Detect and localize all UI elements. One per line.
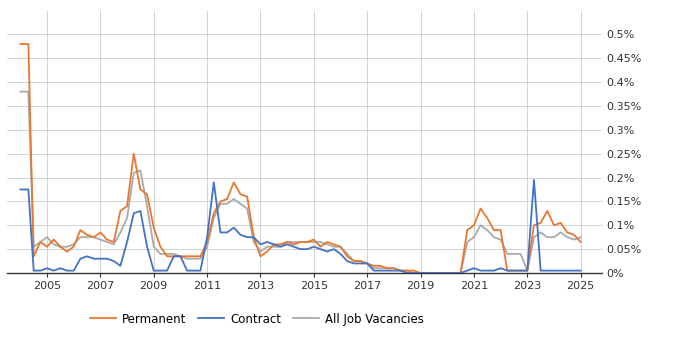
Contract (209, 180, 218, 184)
Permanent (209, 211, 218, 216)
Permanent (109, 240, 118, 244)
Contract (16, 187, 25, 191)
Contract (190, 268, 198, 273)
Permanent (190, 254, 198, 258)
All Job Vacancies (550, 235, 558, 239)
All Job Vacancies (190, 257, 198, 261)
All Job Vacancies (16, 90, 25, 94)
Line: Permanent: Permanent (20, 44, 581, 273)
All Job Vacancies (183, 257, 191, 261)
Contract (296, 247, 304, 251)
Permanent (416, 271, 425, 275)
All Job Vacancies (577, 235, 585, 239)
Line: All Job Vacancies: All Job Vacancies (20, 92, 581, 273)
Contract (556, 268, 565, 273)
Contract (109, 259, 118, 263)
Contract (403, 271, 412, 275)
Contract (577, 268, 585, 273)
All Job Vacancies (296, 240, 304, 244)
Permanent (577, 240, 585, 244)
All Job Vacancies (209, 216, 218, 220)
Permanent (183, 254, 191, 258)
Permanent (550, 223, 558, 228)
All Job Vacancies (109, 242, 118, 246)
All Job Vacancies (410, 271, 418, 275)
Permanent (296, 240, 304, 244)
Permanent (16, 42, 25, 46)
Legend: Permanent, Contract, All Job Vacancies: Permanent, Contract, All Job Vacancies (90, 313, 424, 326)
Contract (183, 268, 191, 273)
Line: Contract: Contract (20, 180, 581, 273)
Contract (530, 178, 538, 182)
